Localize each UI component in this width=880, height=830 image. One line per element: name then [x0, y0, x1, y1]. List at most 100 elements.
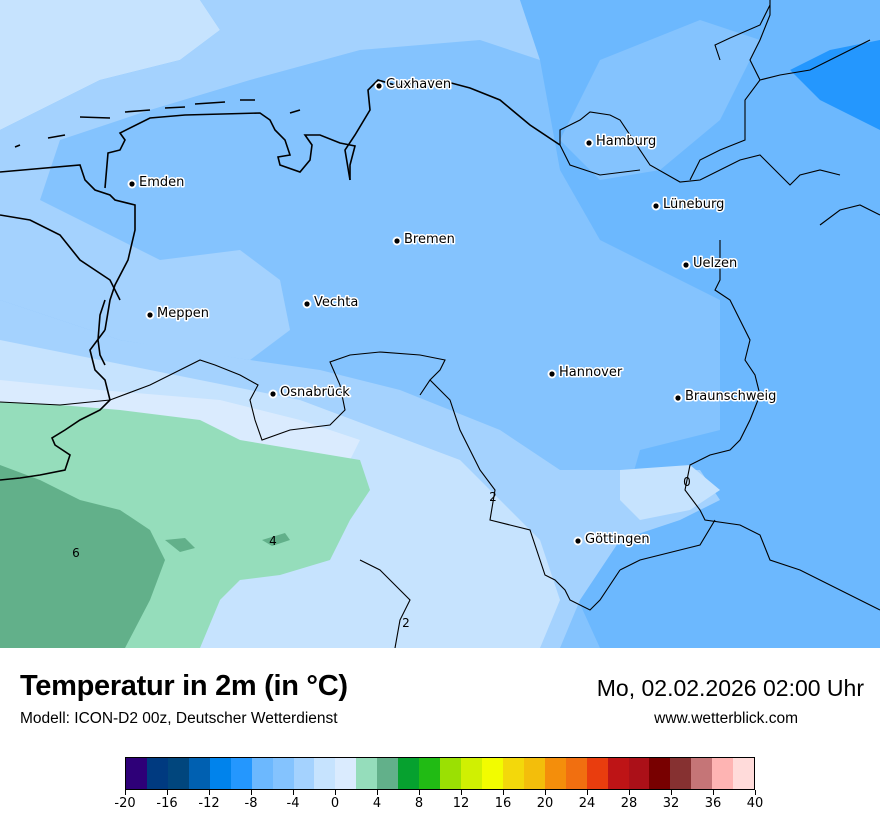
city-marker: Hannover	[547, 364, 624, 382]
field-sea-light	[0, 0, 220, 130]
city-label: Meppen	[157, 306, 209, 321]
forecast-datetime: Mo, 02.02.2026 02:00 Uhr	[596, 675, 864, 701]
colorbar-segment	[649, 758, 671, 789]
colorbar-tick	[586, 790, 588, 795]
colorbar-segment	[272, 758, 294, 789]
city-label: Braunschweig	[685, 389, 776, 404]
city-dot-icon	[147, 312, 153, 318]
city-label: Hamburg	[596, 134, 656, 149]
model-subtitle: Modell: ICON-D2 00z, Deutscher Wetterdie…	[20, 710, 338, 727]
contour-label: 0	[683, 475, 691, 489]
colorbar-tick-label: 32	[662, 796, 680, 811]
colorbar-segment	[251, 758, 273, 789]
map-title: Temperatur in 2m (in °C)	[20, 670, 348, 702]
colorbar-tick	[166, 790, 168, 795]
colorbar-tick-label: 28	[620, 796, 638, 811]
colorbar-tick-label: 0	[330, 796, 340, 811]
colorbar-segment	[691, 758, 713, 789]
field-0-east	[620, 465, 720, 520]
city-marker: Meppen	[145, 305, 210, 323]
field-minus8	[790, 40, 880, 130]
colorbar-tick-label: -4	[286, 796, 300, 811]
field-minus2	[0, 0, 540, 360]
city-dot-icon	[394, 238, 400, 244]
colorbar-tick	[628, 790, 630, 795]
colorbar-tick-label: 12	[452, 796, 470, 811]
city-dot-icon	[129, 181, 135, 187]
city-marker: Vechta	[302, 294, 360, 312]
colorbar-segment	[461, 758, 482, 789]
colorbar-tick	[418, 790, 420, 795]
city-marker: Hamburg	[584, 133, 658, 151]
colorbar-tick-label: -20	[114, 796, 136, 811]
city-label: Vechta	[314, 295, 358, 310]
colorbar-tick-label: -8	[244, 796, 258, 811]
colorbar-tick-label: 4	[372, 796, 382, 811]
colorbar-segment	[398, 758, 420, 789]
colorbar-segment	[188, 758, 210, 789]
colorbar-segment	[544, 758, 566, 789]
colorbar-segment	[586, 758, 608, 789]
colorbar-segment	[146, 758, 168, 789]
colorbar-segment	[733, 758, 755, 789]
colorbar-tick	[250, 790, 252, 795]
field-plus6	[0, 465, 165, 648]
colorbar-segment	[670, 758, 692, 789]
colorbar-tick-label: 40	[746, 796, 764, 811]
city-markers: Cuxhaven Hamburg Emden Lüneburg Bremen Uelzen…	[127, 76, 778, 549]
colorbar-segment	[481, 758, 503, 789]
city-dot-icon	[653, 203, 659, 209]
city-label: Emden	[139, 175, 184, 190]
colorbar-tick	[502, 790, 504, 795]
city-dot-icon	[575, 538, 581, 544]
colorbar-tick	[292, 790, 294, 795]
city-dot-icon	[675, 395, 681, 401]
colorbar-segment	[565, 758, 587, 789]
colorbar-segment	[230, 758, 252, 789]
city-marker: Emden	[127, 174, 186, 192]
map-canvas: Cuxhaven Hamburg Emden Lüneburg Bremen Uelzen…	[0, 0, 880, 648]
colorbar-segment	[293, 758, 315, 789]
colorbar-segment	[335, 758, 357, 789]
coastlines	[0, 79, 561, 481]
city-marker: Bremen	[392, 231, 456, 249]
city-marker: Lüneburg	[651, 196, 726, 214]
colorbar-tick-label: -16	[156, 796, 178, 811]
city-marker: Braunschweig	[673, 388, 778, 406]
colorbar-segment	[419, 758, 441, 789]
contour-label: 4	[269, 534, 277, 548]
city-label: Lüneburg	[663, 197, 724, 212]
city-label: Hannover	[559, 365, 623, 380]
city-marker: Cuxhaven	[374, 76, 453, 94]
city-marker: Uelzen	[681, 255, 739, 273]
contour-label: 2	[489, 490, 497, 504]
contour-labels: 0 2 6 4 2	[72, 475, 691, 630]
colorbar-tick	[208, 790, 210, 795]
colorbar-segment	[523, 758, 545, 789]
colorbar-tick	[712, 790, 714, 795]
colorbar-tick	[754, 790, 756, 795]
city-label: Bremen	[404, 232, 455, 247]
colorbar-tick	[334, 790, 336, 795]
city-dot-icon	[270, 391, 276, 397]
city-label: Cuxhaven	[386, 77, 451, 92]
temperature-map: Cuxhaven Hamburg Emden Lüneburg Bremen Uelzen…	[0, 0, 880, 648]
colorbar-tick	[544, 790, 546, 795]
city-marker: Göttingen	[573, 531, 651, 549]
website-link[interactable]: www.wetterblick.com	[654, 710, 798, 727]
colorbar-segment	[377, 758, 399, 789]
contour-label: 2	[402, 616, 410, 630]
colorbar-segment	[126, 758, 147, 789]
city-label: Uelzen	[693, 256, 737, 271]
borders	[0, 0, 880, 648]
colorbar-tick-label: 36	[704, 796, 722, 811]
field-minus4-north	[560, 20, 760, 180]
city-label: Göttingen	[585, 532, 650, 547]
temperature-colorbar	[125, 757, 755, 790]
contour-label: 6	[72, 546, 80, 560]
colorbar-tick	[124, 790, 126, 795]
colorbar-tick	[376, 790, 378, 795]
colorbar-tick-label: 24	[578, 796, 596, 811]
colorbar-segment	[356, 758, 378, 789]
colorbar-segment	[628, 758, 650, 789]
